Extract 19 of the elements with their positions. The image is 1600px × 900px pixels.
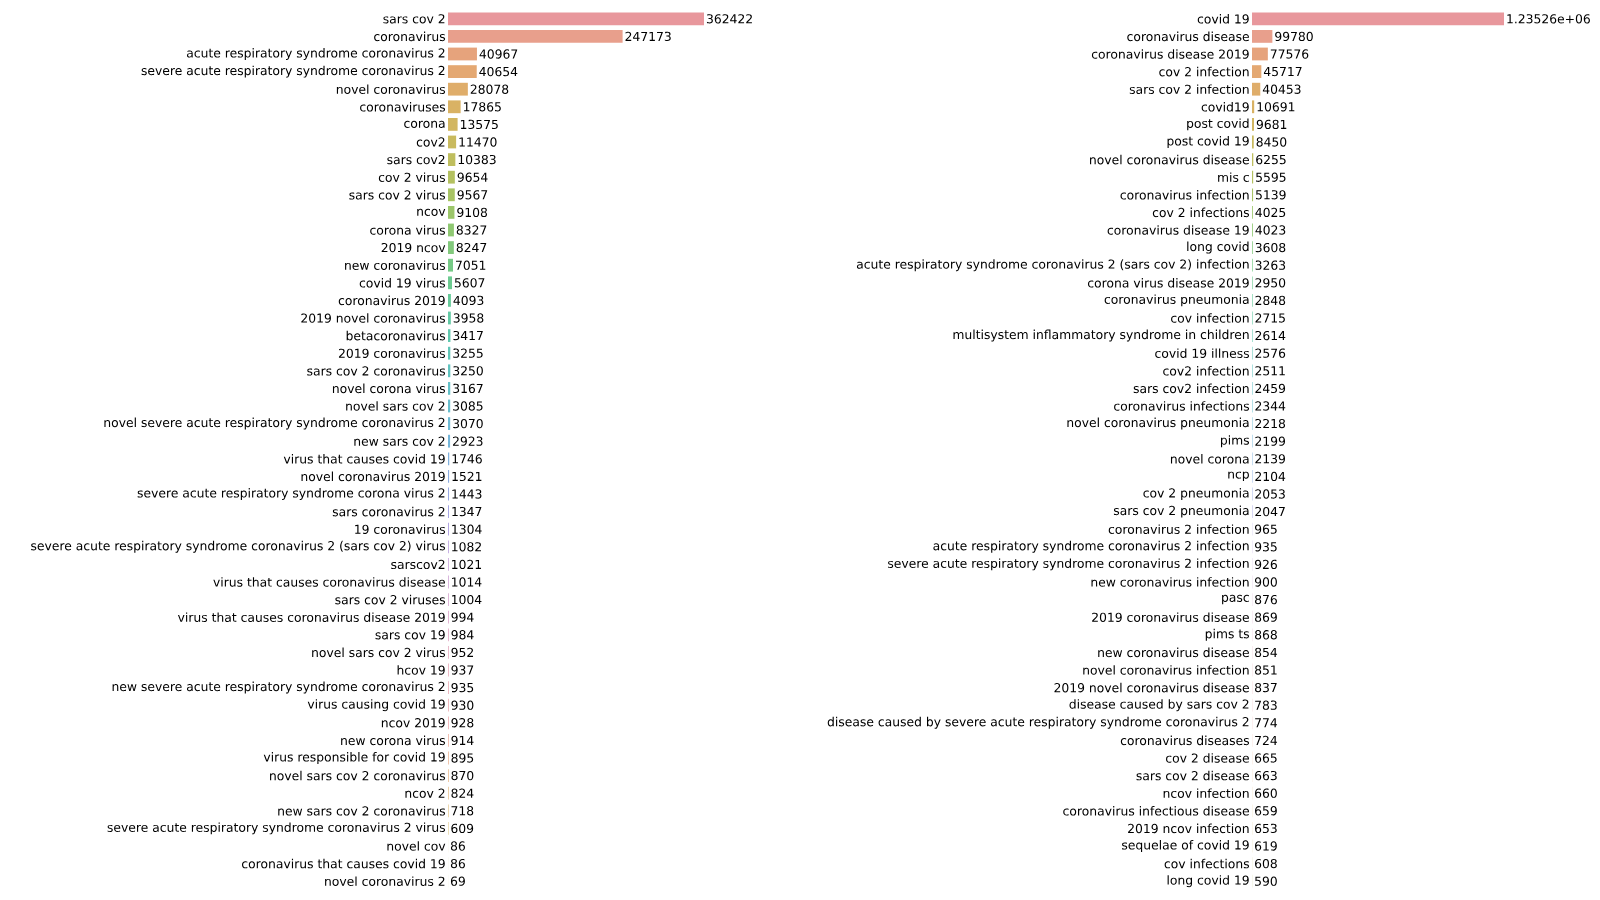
bar: [448, 117, 458, 131]
bar: [448, 188, 455, 202]
bar: [448, 205, 455, 219]
bar: [448, 223, 454, 237]
bar: [448, 12, 705, 26]
bar: [448, 241, 454, 254]
bar: [448, 29, 623, 43]
bar: [448, 65, 477, 78]
bar: [448, 153, 456, 166]
bar: [1252, 82, 1261, 96]
bar: [448, 82, 468, 96]
bar: [1252, 65, 1262, 78]
bar: [448, 135, 457, 149]
bar: [448, 100, 461, 114]
bar: [1252, 29, 1273, 43]
bar: [1252, 12, 1505, 26]
bar: [448, 170, 455, 184]
bar: [448, 47, 477, 61]
bar: [1252, 47, 1268, 61]
